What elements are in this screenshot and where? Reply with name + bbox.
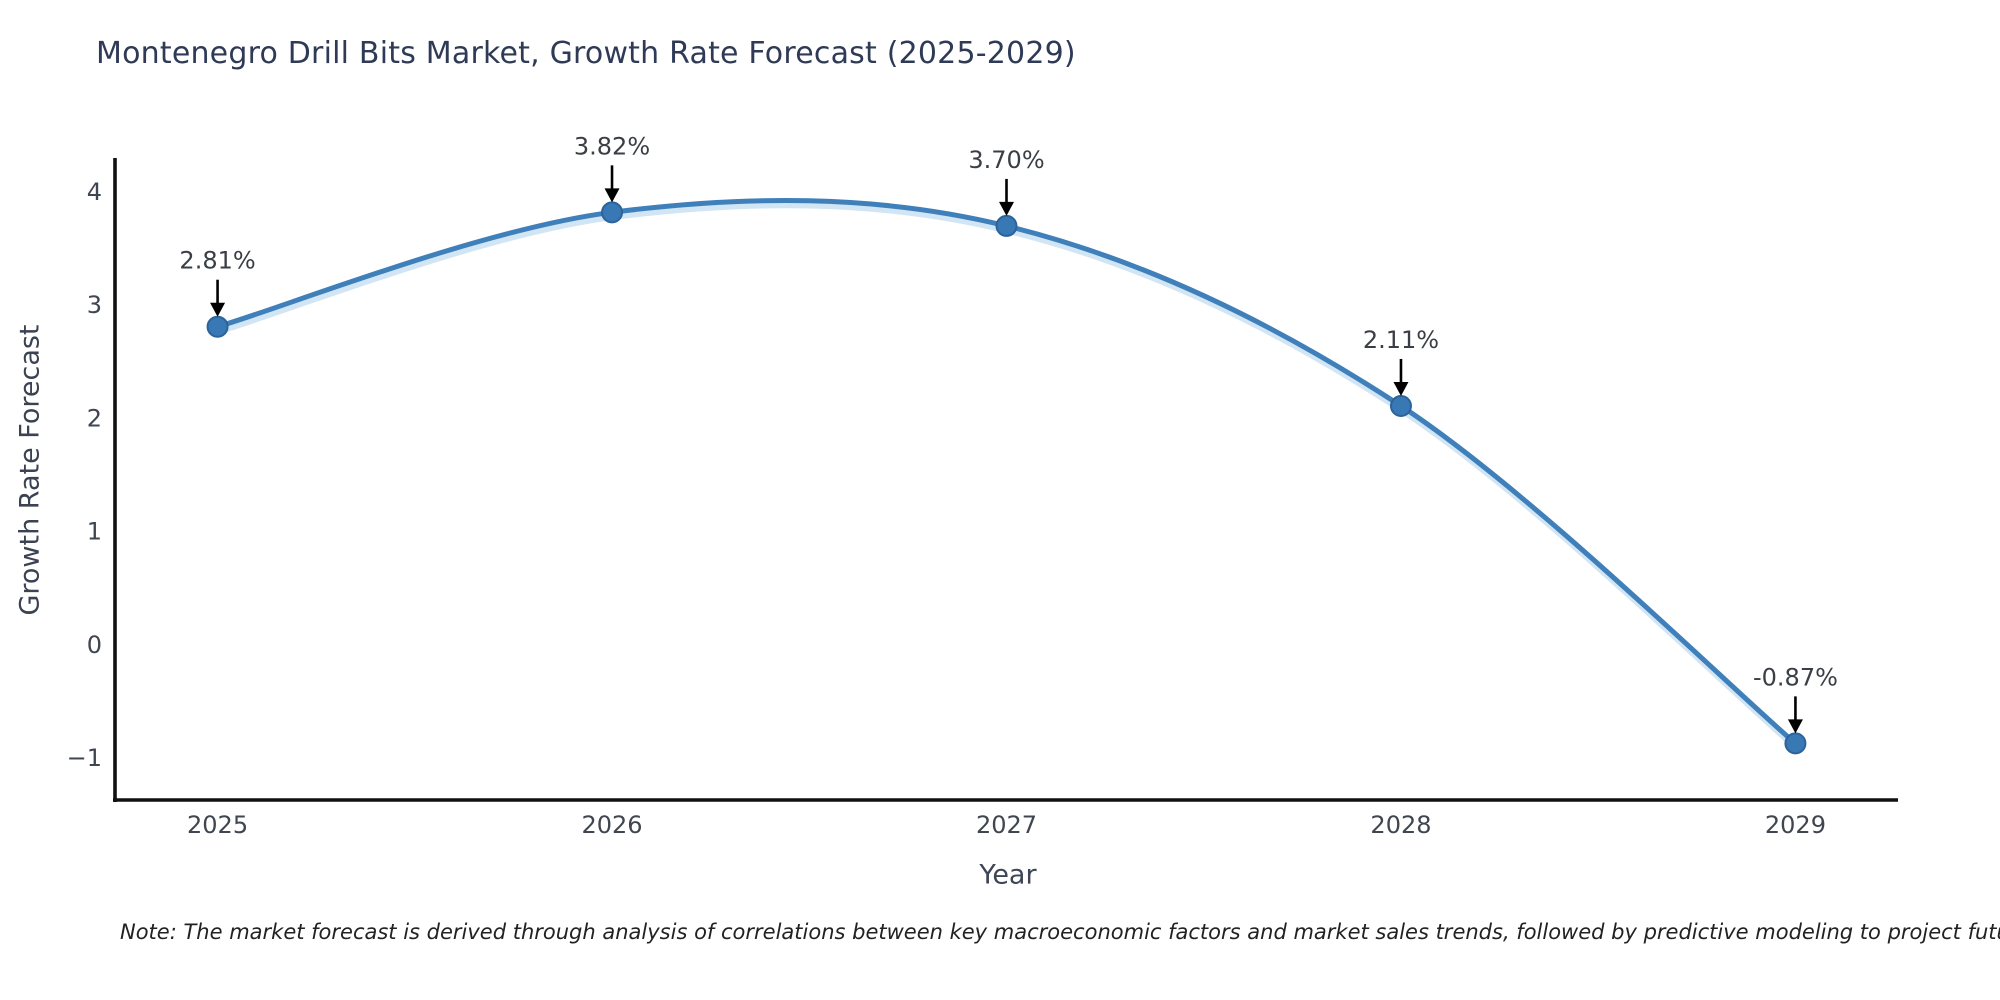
x-axis-title: Year <box>979 859 1037 891</box>
data-point-marker <box>206 315 229 338</box>
x-tick-label: 2027 <box>976 811 1037 839</box>
x-tick-label: 2028 <box>1370 811 1431 839</box>
y-tick-label: 1 <box>87 518 102 546</box>
annotation-arrowhead-icon <box>1393 381 1409 396</box>
annotation-arrowhead-icon <box>1787 719 1803 734</box>
y-axis-title: Growth Rate Forecast <box>14 324 46 616</box>
annotation-arrowhead-icon <box>999 201 1014 216</box>
line-series-growth-rate <box>215 198 1798 746</box>
data-point-value-label: 3.82% <box>574 132 650 160</box>
data-point-value-label: 2.81% <box>179 247 255 275</box>
data-point-value-label: 2.11% <box>1363 326 1439 354</box>
data-point-marker <box>1389 394 1412 417</box>
data-point-marker <box>601 201 624 224</box>
x-tick-label: 2025 <box>187 811 248 839</box>
x-tick-label: 2029 <box>1765 811 1826 839</box>
data-point-value-label: -0.87% <box>1753 663 1838 691</box>
y-tick-label: 0 <box>87 631 102 659</box>
data-point-value-label: 3.70% <box>968 146 1044 174</box>
y-tick-label: −1 <box>67 744 102 772</box>
data-point-marker <box>1784 732 1807 755</box>
annotation-arrowhead-icon <box>210 302 226 317</box>
y-tick-label: 3 <box>87 291 102 319</box>
chart-title: Montenegro Drill Bits Market, Growth Rat… <box>96 36 1076 71</box>
line-series-shadow <box>215 202 1800 752</box>
x-tick-label: 2026 <box>581 811 642 839</box>
annotation-arrowhead-icon <box>604 188 620 203</box>
y-tick-label: 2 <box>87 404 102 432</box>
y-tick-label: 4 <box>87 178 102 206</box>
footnote: Note: The market forecast is derived thr… <box>120 920 2000 944</box>
data-point-marker <box>995 214 1018 237</box>
